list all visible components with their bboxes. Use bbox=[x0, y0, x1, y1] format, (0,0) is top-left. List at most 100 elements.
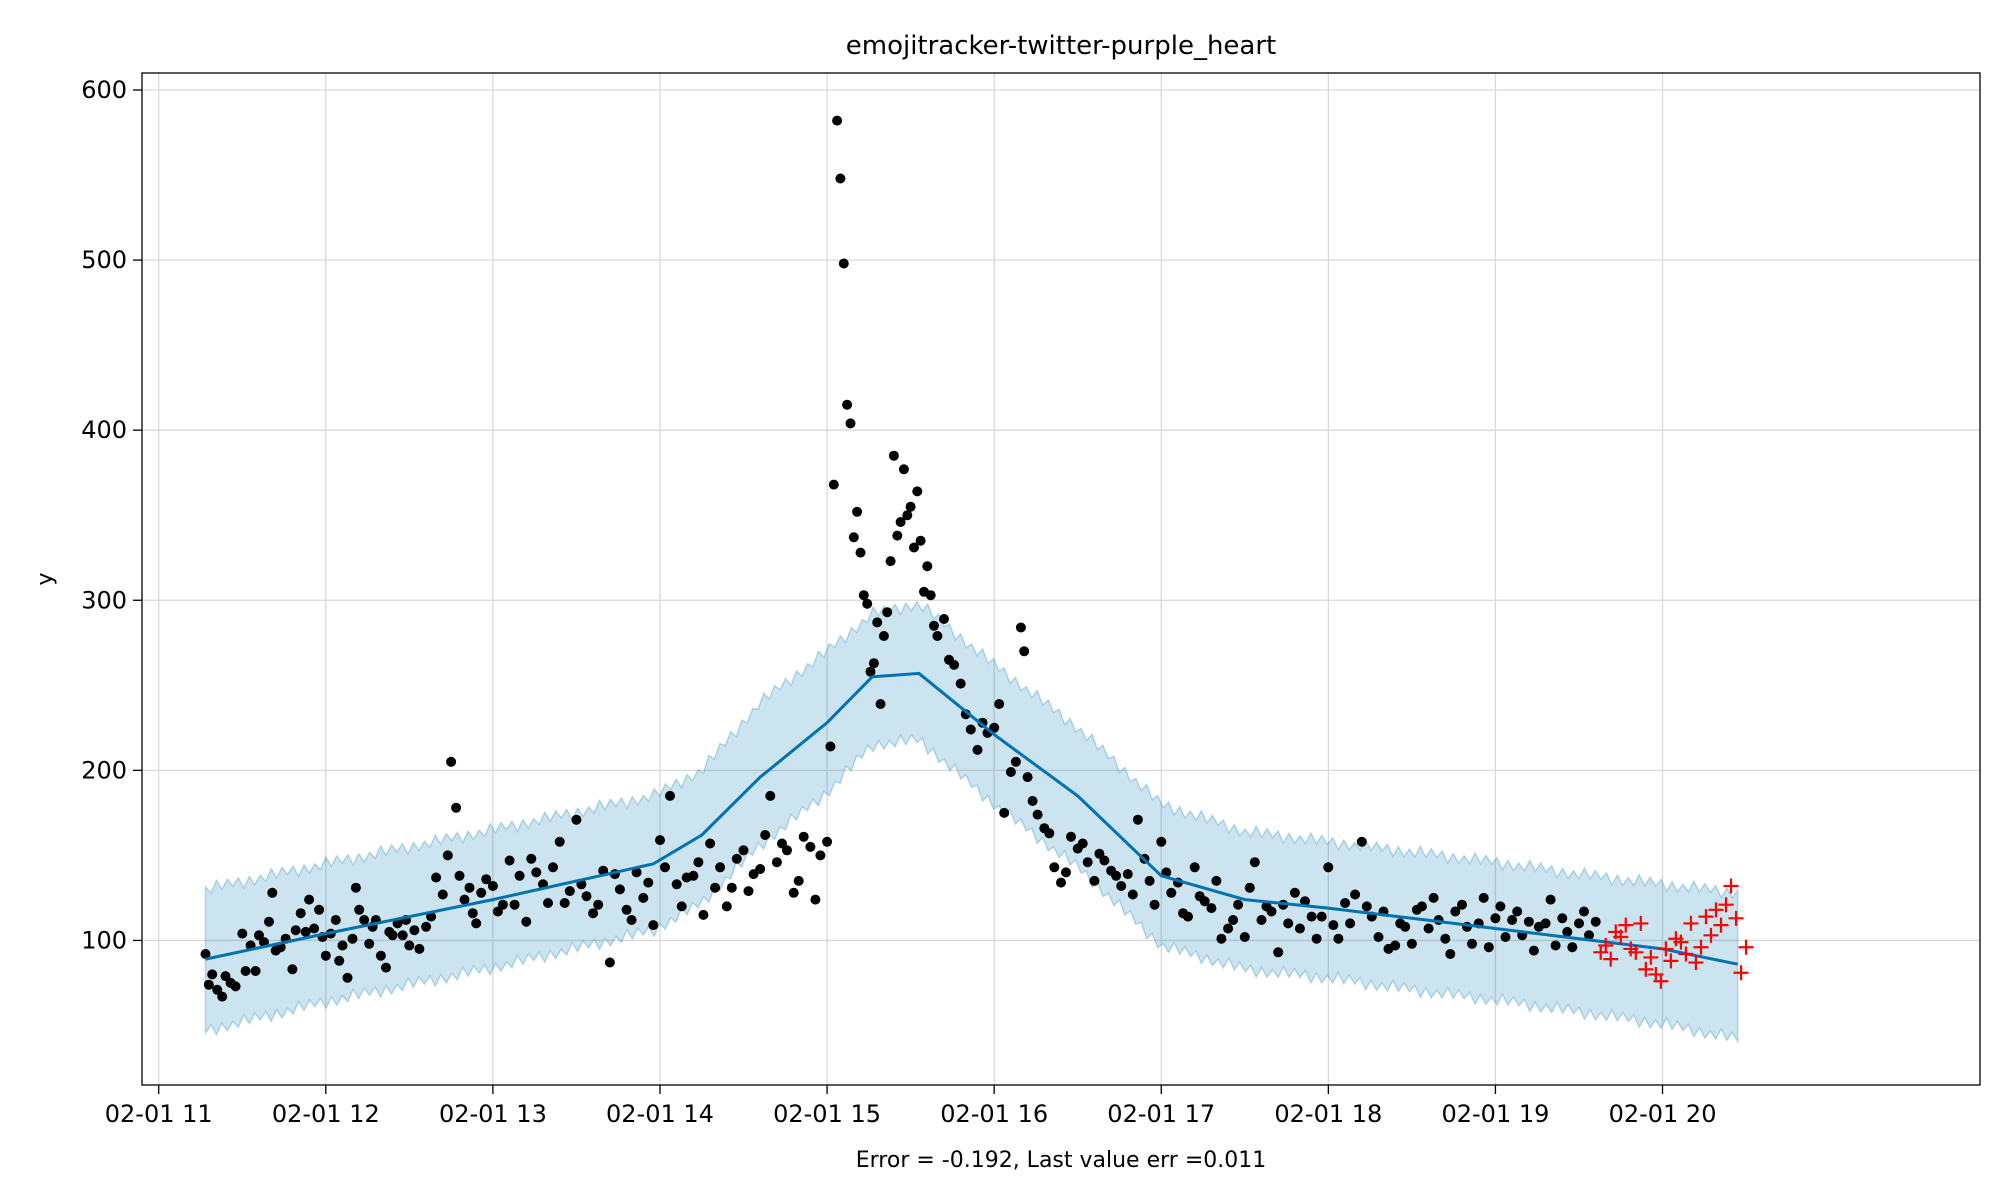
observed-point bbox=[638, 892, 649, 903]
observed-point bbox=[939, 614, 949, 624]
observed-point bbox=[1450, 906, 1461, 917]
observed-point bbox=[387, 930, 398, 941]
observed-point bbox=[655, 835, 665, 846]
observed-point bbox=[878, 631, 889, 641]
y-axis-label: y bbox=[33, 572, 58, 585]
observed-point bbox=[1056, 877, 1066, 888]
holdout-point bbox=[1613, 929, 1629, 945]
x-axis-label: Error = -0.192, Last value err =0.011 bbox=[856, 1148, 1267, 1173]
observed-point bbox=[1239, 932, 1250, 942]
observed-point bbox=[782, 845, 792, 856]
holdout-point bbox=[1603, 951, 1619, 967]
y-tick-label: 500 bbox=[81, 246, 127, 274]
y-tick-label: 100 bbox=[81, 926, 127, 954]
observed-point bbox=[1199, 896, 1210, 907]
observed-point bbox=[705, 838, 716, 849]
observed-point bbox=[915, 535, 926, 546]
interval-band bbox=[204, 600, 1739, 1045]
observed-point bbox=[1156, 836, 1167, 847]
observed-points bbox=[200, 115, 1601, 1002]
x-tick-label: 02-01 15 bbox=[773, 1100, 881, 1128]
observed-point bbox=[822, 836, 833, 847]
observed-point bbox=[788, 887, 799, 898]
x-tick-label: 02-01 13 bbox=[439, 1100, 547, 1128]
observed-point bbox=[531, 867, 542, 878]
holdout-points bbox=[1593, 878, 1754, 989]
observed-point bbox=[1590, 916, 1601, 927]
observed-point bbox=[925, 590, 936, 601]
observed-point bbox=[665, 790, 675, 801]
observed-point bbox=[793, 875, 804, 886]
observed-point bbox=[1049, 862, 1060, 873]
observed-point bbox=[760, 830, 771, 840]
observed-point bbox=[1428, 892, 1439, 903]
observed-point bbox=[200, 949, 211, 959]
observed-point bbox=[203, 979, 214, 990]
observed-point bbox=[835, 173, 846, 184]
observed-point bbox=[688, 870, 699, 881]
observed-point bbox=[1540, 918, 1551, 929]
observed-point bbox=[1183, 911, 1193, 922]
observed-point bbox=[1161, 867, 1172, 878]
holdout-point bbox=[1723, 878, 1739, 894]
observed-point bbox=[1579, 906, 1589, 917]
observed-point bbox=[1149, 899, 1160, 910]
observed-point bbox=[842, 399, 853, 410]
observed-point bbox=[581, 891, 592, 902]
observed-point bbox=[559, 898, 570, 908]
observed-point bbox=[446, 756, 457, 767]
forecast-line-path bbox=[205, 671, 1738, 966]
observed-point bbox=[509, 899, 520, 910]
x-tick-label: 02-01 18 bbox=[1274, 1100, 1382, 1128]
observed-point bbox=[1206, 903, 1217, 914]
plot-frame bbox=[141, 72, 1981, 1086]
observed-point bbox=[698, 909, 709, 920]
grid bbox=[142, 73, 1980, 1085]
chart-title: emojitracker-twitter-purple_heart bbox=[846, 31, 1277, 61]
observed-point bbox=[290, 925, 301, 936]
observed-point bbox=[564, 886, 575, 897]
observed-point bbox=[220, 971, 231, 982]
observed-point bbox=[1116, 881, 1127, 891]
observed-point bbox=[845, 418, 856, 429]
observed-point bbox=[902, 510, 913, 521]
holdout-point bbox=[1628, 944, 1644, 960]
observed-point bbox=[1127, 889, 1138, 900]
observed-point bbox=[250, 966, 261, 976]
observed-point bbox=[1467, 938, 1477, 949]
observed-point bbox=[660, 862, 670, 873]
observed-point bbox=[999, 807, 1010, 818]
observed-point bbox=[1244, 882, 1255, 893]
observed-point bbox=[965, 724, 976, 735]
observed-point bbox=[731, 853, 742, 864]
observed-point bbox=[905, 501, 916, 512]
observed-point bbox=[832, 115, 843, 126]
holdout-point bbox=[1738, 939, 1754, 955]
observed-point bbox=[347, 933, 358, 944]
observed-point bbox=[810, 894, 821, 905]
observed-point bbox=[929, 620, 939, 631]
observed-point bbox=[862, 598, 873, 609]
observed-point bbox=[304, 894, 315, 905]
observed-point bbox=[330, 915, 341, 925]
holdout-point bbox=[1633, 915, 1649, 931]
y-tick-label: 600 bbox=[81, 76, 127, 104]
observed-point bbox=[676, 901, 687, 912]
observed-point bbox=[1022, 772, 1033, 783]
observed-point bbox=[1545, 894, 1556, 905]
observed-point bbox=[1249, 857, 1260, 868]
observed-point bbox=[1099, 855, 1110, 866]
observed-point bbox=[342, 972, 353, 983]
observed-point bbox=[898, 464, 909, 475]
holdout-point bbox=[1713, 917, 1729, 933]
observed-point bbox=[467, 908, 478, 919]
observed-point bbox=[409, 925, 420, 936]
observed-point bbox=[1061, 867, 1071, 878]
observed-point bbox=[643, 877, 654, 888]
observed-point bbox=[693, 857, 704, 868]
observed-point bbox=[442, 850, 453, 861]
y-tick-label: 200 bbox=[81, 756, 127, 784]
observed-point bbox=[1256, 915, 1267, 925]
observed-point bbox=[237, 928, 248, 939]
